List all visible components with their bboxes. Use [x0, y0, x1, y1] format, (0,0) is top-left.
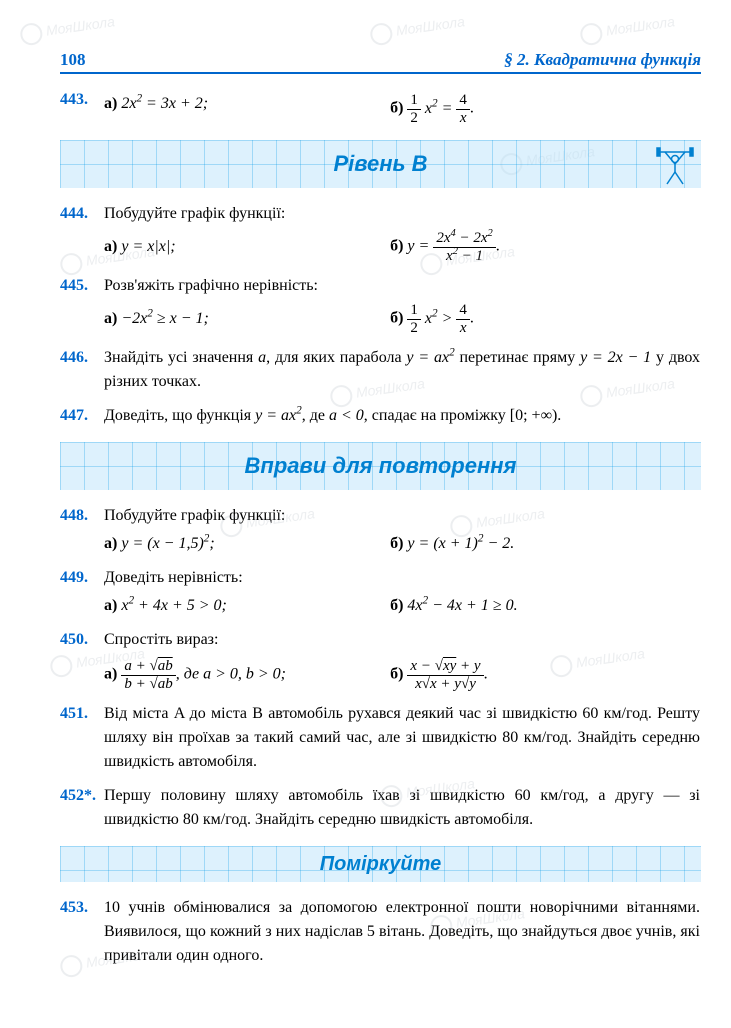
- problem-number: 446.: [60, 346, 100, 370]
- problem-445: 445. Розв'яжіть графічно нерівність: а) …: [60, 274, 701, 336]
- problem-446: 446. Знайдіть усі значення a, для яких п…: [60, 346, 701, 394]
- think-banner: Поміркуйте: [60, 846, 701, 882]
- problem-number: 452*.: [60, 784, 100, 808]
- math-449b: 4x2 − 4x + 1 ≥ 0.: [407, 597, 517, 614]
- problem-number: 448.: [60, 504, 100, 528]
- problem-text: Побудуйте графік функції:: [104, 205, 285, 222]
- problem-text: 10 учнів обмінювалися за допомогою елект…: [104, 896, 700, 968]
- part-a-label: а): [104, 238, 117, 255]
- fraction: 4x: [456, 302, 470, 336]
- problem-443: 443. а) 2x2 = 3x + 2; б) 12 x2 = 4x.: [60, 88, 701, 126]
- banner-text: Поміркуйте: [320, 853, 442, 876]
- problem-text: Доведіть нерівність:: [104, 569, 243, 586]
- banner-text: Вправи для повторення: [245, 453, 517, 479]
- problem-number: 453.: [60, 896, 100, 920]
- part-b-label: б): [390, 535, 403, 552]
- problem-452: 452*. Першу половину шляху автомобіль їх…: [60, 784, 701, 832]
- problem-text: Спростіть вираз:: [104, 631, 218, 648]
- problem-number: 450.: [60, 628, 100, 652]
- watermark: МояШкола: [19, 11, 116, 46]
- review-banner: Вправи для повторення: [60, 442, 701, 490]
- fraction: 12: [407, 302, 421, 336]
- problem-text: Першу половину шляху автомобіль їхав зі …: [104, 784, 700, 832]
- problem-447: 447. Доведіть, що функція y = ax2, де a …: [60, 404, 701, 428]
- page-header: 108 § 2. Квадратична функція: [60, 50, 701, 74]
- fraction: 12: [407, 92, 421, 126]
- problem-number: 451.: [60, 702, 100, 726]
- problem-450: 450. Спростіть вираз: а) a + √ab b + √ab…: [60, 628, 701, 692]
- math-445a: −2x2 ≥ x − 1;: [121, 310, 209, 327]
- banner-text: Рівень В: [333, 151, 427, 177]
- fraction: 4x: [456, 92, 470, 126]
- part-a-label: а): [104, 666, 117, 683]
- part-b-label: б): [390, 100, 403, 117]
- problem-text: Розв'яжіть графічно нерівність:: [104, 277, 318, 294]
- section-title: § 2. Квадратична функція: [504, 50, 701, 70]
- problem-448: 448. Побудуйте графік функції: а) y = (x…: [60, 504, 701, 556]
- problem-453: 453. 10 учнів обмінювалися за допомогою …: [60, 896, 701, 968]
- math-443a: 2x2 = 3x + 2;: [121, 95, 208, 112]
- part-b-label: б): [390, 597, 403, 614]
- part-a-label: а): [104, 597, 117, 614]
- part-a-label: а): [104, 310, 117, 327]
- problem-444: 444. Побудуйте графік функції: а) y = x|…: [60, 202, 701, 264]
- problem-451: 451. Від міста A до міста B автомобіль р…: [60, 702, 701, 774]
- problem-text: Побудуйте графік функції:: [104, 507, 285, 524]
- problem-text: Доведіть, що функція y = ax2, де a < 0, …: [104, 404, 700, 428]
- problem-number: 444.: [60, 202, 100, 226]
- problem-body: а) 2x2 = 3x + 2; б) 12 x2 = 4x.: [104, 88, 700, 126]
- level-b-banner: Рівень В: [60, 140, 701, 188]
- math-444a: y = x|x|;: [121, 238, 175, 255]
- weightlifter-icon: [655, 142, 695, 186]
- part-b-label: б): [390, 666, 403, 683]
- problem-text: Від міста A до міста B автомобіль рухавс…: [104, 702, 700, 774]
- math-448b: y = (x + 1)2 − 2.: [407, 535, 514, 552]
- fraction: a + √ab b + √ab: [121, 658, 175, 692]
- problem-number: 443.: [60, 88, 100, 112]
- part-a-label: а): [104, 95, 117, 112]
- problem-449: 449. Доведіть нерівність: а) x2 + 4x + 5…: [60, 566, 701, 618]
- page-number: 108: [60, 50, 86, 70]
- part-a-label: а): [104, 535, 117, 552]
- problem-text: Знайдіть усі значення a, для яких парабо…: [104, 346, 700, 394]
- fraction: x − √xy + y x√x + y√y: [407, 658, 483, 692]
- math-448a: y = (x − 1,5)2;: [121, 535, 214, 552]
- part-b-label: б): [390, 310, 403, 327]
- part-b-label: б): [390, 238, 403, 255]
- problem-number: 449.: [60, 566, 100, 590]
- watermark: МояШкола: [369, 11, 466, 46]
- watermark: МояШкола: [579, 11, 676, 46]
- math-449a: x2 + 4x + 5 > 0;: [121, 597, 227, 614]
- problem-number: 445.: [60, 274, 100, 298]
- textbook-page: МояШкола МояШкола МояШкола МояШкола МояШ…: [0, 0, 731, 1028]
- fraction: 2x4 − 2x2 x2 − 1: [433, 230, 495, 264]
- problem-number: 447.: [60, 404, 100, 428]
